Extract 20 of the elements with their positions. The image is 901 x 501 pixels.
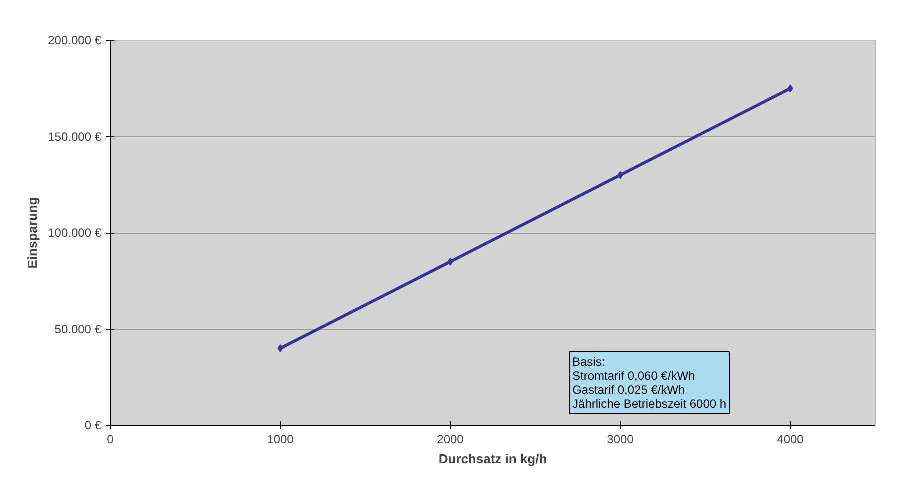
- point: [788, 84, 794, 93]
- y-tick-label: 200.000 €: [48, 34, 102, 48]
- x-tick-label: 3000: [607, 432, 634, 446]
- x-tick-label: 1000: [267, 432, 294, 446]
- y-tick-label: 100.000 €: [48, 226, 102, 240]
- x-axis-title: Durchsatz in kg/h: [438, 452, 548, 466]
- x-tick-label: 4000: [777, 432, 804, 446]
- point: [448, 258, 454, 266]
- annotation: Gastarif 0,025 €/kWh: [572, 382, 686, 397]
- y-tick-label: 50.000 €: [54, 322, 102, 336]
- x-tick-label: 2000: [437, 432, 464, 446]
- annotation: Stromtarif 0,060 €/kWh: [572, 368, 696, 383]
- point: [278, 344, 284, 352]
- point: [618, 171, 624, 180]
- annotation: Basis:: [572, 354, 606, 369]
- y-axis-title: Einsparung: [25, 197, 40, 269]
- annotation: Jährliche Betriebszeit 6000 h: [572, 396, 727, 411]
- x-tick-label: 0: [107, 432, 114, 446]
- y-tick-label: 150.000 €: [48, 130, 102, 144]
- y-tick-label: 0 €: [84, 418, 102, 432]
